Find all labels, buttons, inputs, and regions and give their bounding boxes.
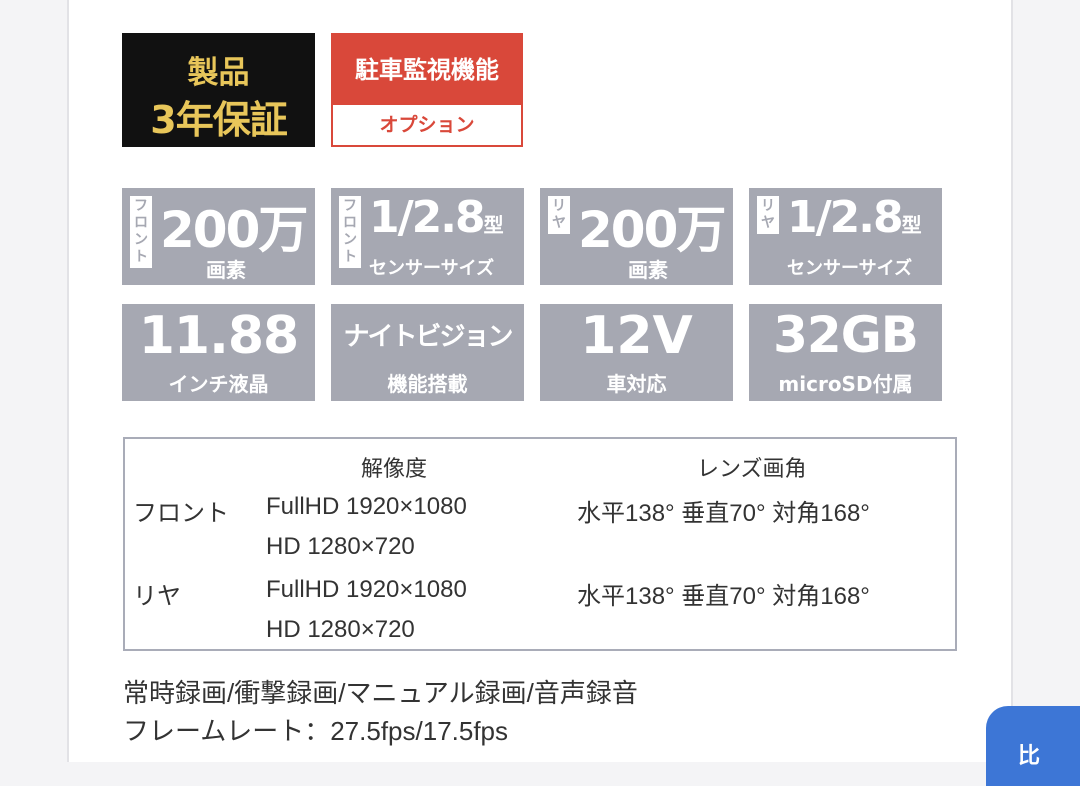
tile-tag-front: フロント [130, 196, 152, 268]
compare-float-button[interactable]: 比 [986, 706, 1080, 786]
spec-table: 解像度 レンズ画角 フロント FullHD 1920×1080 HD 1280×… [123, 437, 957, 651]
warranty-line2: 3年保証 [150, 98, 287, 142]
tile-night-vision: ナイトビジョン 機能搭載 [331, 304, 524, 401]
tile-rear-resolution: リヤ 200万 画素 [540, 188, 733, 285]
table-header-resolution: 解像度 [361, 456, 428, 481]
table-front-angle: 水平138° 垂直70° 対角168° [577, 500, 870, 527]
tile-caption: 車対応 [606, 372, 667, 396]
table-rear-res-fullhd: FullHD 1920×1080 [266, 576, 467, 603]
tile-front-sensor: フロント 1/2.8型 センサーサイズ [331, 188, 524, 285]
tile-12v: 12V 車対応 [540, 304, 733, 401]
table-front-res-fullhd: FullHD 1920×1080 [266, 493, 467, 520]
tile-caption: インチ液晶 [168, 372, 269, 396]
table-header-lens-angle: レンズ画角 [697, 456, 807, 481]
tile-value: 200万 [578, 201, 726, 259]
tile-value-suffix: 型 [901, 213, 922, 237]
tile-caption: microSD付属 [778, 372, 913, 396]
table-row-label-rear: リヤ [133, 583, 181, 610]
tile-lcd-size: 11.88 インチ液晶 [122, 304, 315, 401]
tile-value: 200万 [160, 201, 308, 259]
table-row-label-front: フロント [133, 500, 229, 527]
tile-value: 1/2.8型 [787, 192, 922, 243]
tile-caption: センサーサイズ [369, 258, 495, 279]
tile-value-suffix: 型 [483, 213, 504, 237]
tile-front-resolution: フロント 200万 画素 [122, 188, 315, 285]
tile-caption: 画素 [628, 258, 668, 282]
tile-microsd: 32GB microSD付属 [749, 304, 942, 401]
tile-value: 12V [580, 306, 693, 366]
right-margin-line [1011, 0, 1013, 762]
tile-caption: 画素 [206, 258, 246, 282]
parking-monitor-option: オプション [379, 114, 475, 136]
tile-tag-front: フロント [339, 196, 361, 268]
compare-button-label: 比 [1018, 744, 1041, 769]
left-margin-line [67, 0, 69, 762]
parking-monitor-badge: 駐車監視機能 オプション [331, 33, 523, 147]
tile-value: ナイトビジョン [343, 322, 513, 352]
tile-value: 1/2.8型 [369, 192, 504, 243]
tile-tag-rear: リヤ [548, 196, 570, 234]
tile-caption: 機能搭載 [387, 372, 468, 396]
tile-rear-sensor: リヤ 1/2.8型 センサーサイズ [749, 188, 942, 285]
recording-modes-text: 常時録画/衝撃録画/マニュアル録画/音声録音 [123, 678, 638, 708]
tile-tag-rear: リヤ [757, 196, 779, 234]
table-front-res-hd: HD 1280×720 [266, 533, 415, 560]
parking-monitor-title: 駐車監視機能 [333, 35, 521, 105]
tile-value: 32GB [773, 306, 919, 364]
frame-rate-text: フレームレート：27.5fps/17.5fps [123, 716, 509, 746]
warranty-badge: 製品 3年保証 [122, 33, 315, 147]
tile-value: 11.88 [138, 306, 299, 366]
warranty-line1: 製品 [187, 55, 250, 91]
table-rear-res-hd: HD 1280×720 [266, 616, 415, 643]
tile-caption: センサーサイズ [787, 258, 913, 279]
table-rear-angle: 水平138° 垂直70° 対角168° [577, 583, 870, 610]
